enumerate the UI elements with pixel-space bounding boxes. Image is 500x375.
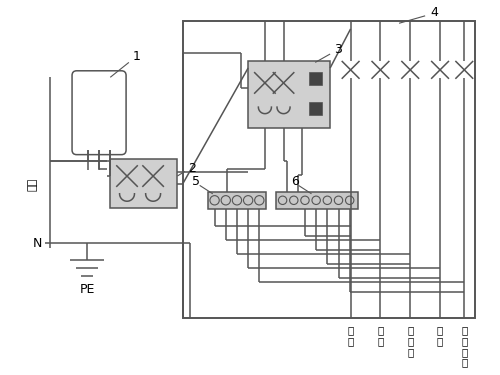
Bar bbox=[110, 159, 178, 208]
Text: 1: 1 bbox=[132, 50, 140, 63]
Bar bbox=[308, 102, 322, 115]
Text: 空
调: 空 调 bbox=[437, 325, 443, 346]
Text: 5: 5 bbox=[192, 175, 200, 188]
Bar bbox=[276, 192, 358, 208]
Text: 6: 6 bbox=[291, 175, 298, 188]
Text: 照
明: 照 明 bbox=[348, 325, 354, 346]
Text: 一
般
插
座: 一 般 插 座 bbox=[461, 325, 468, 368]
Text: 火线: 火线 bbox=[28, 178, 38, 191]
Text: 2: 2 bbox=[188, 162, 196, 175]
Text: 卫
生
间: 卫 生 间 bbox=[407, 325, 414, 357]
Bar bbox=[308, 72, 322, 85]
Text: 4: 4 bbox=[430, 6, 438, 19]
Bar bbox=[208, 192, 266, 208]
Text: 厨
房: 厨 房 bbox=[378, 325, 384, 346]
Bar bbox=[183, 21, 476, 318]
Bar bbox=[248, 60, 330, 128]
Text: PE: PE bbox=[80, 283, 94, 296]
Text: N: N bbox=[33, 237, 42, 250]
Text: 3: 3 bbox=[334, 43, 342, 56]
